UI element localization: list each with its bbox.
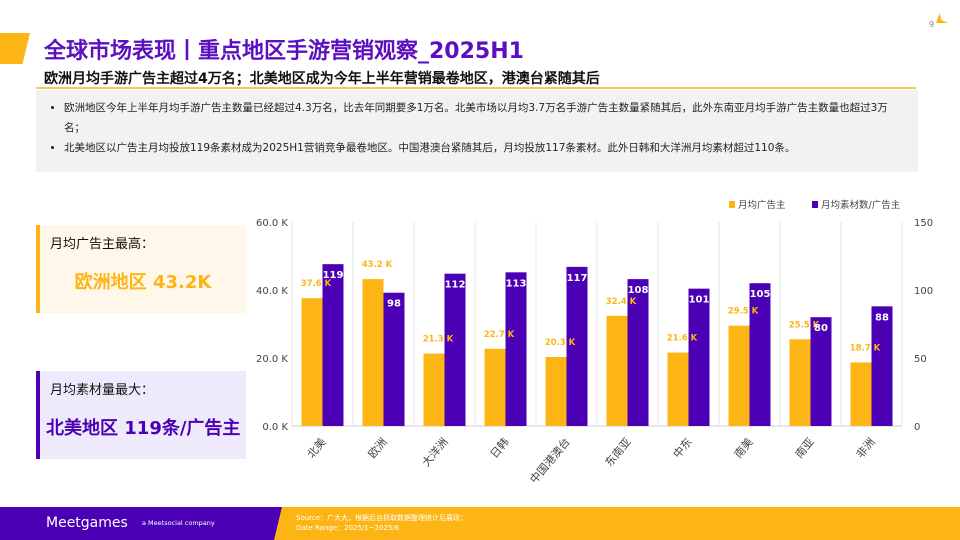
data-label-creatives: 80: [814, 323, 828, 334]
summary-bullets: 欧洲地区今年上半年月均手游广告主数量已经超过4.3万名，比去年同期要多1万名。北…: [36, 90, 918, 172]
x-tick-label: 大洋洲: [419, 435, 451, 469]
source-text: Source：广大大，根据后台抓取数据整理统计后展现；: [296, 514, 468, 522]
x-tick-label: 南美: [732, 436, 756, 461]
legend-swatch-advertisers: [729, 201, 735, 208]
bullet-item: 北美地区以广告主月均投放119条素材成为2025H1营销竞争最卷地区。中国港澳台…: [64, 138, 904, 158]
bar-advertisers: [667, 352, 689, 426]
y-right-tick: 0: [914, 422, 920, 433]
bar-advertisers: [728, 325, 750, 426]
bar-creatives: [322, 264, 344, 426]
bar-creatives: [444, 273, 466, 426]
bar-advertisers: [545, 356, 567, 426]
bar-creatives: [810, 317, 832, 426]
y-left-tick: 40.0 K: [256, 286, 288, 297]
data-label-advertisers: 37.6 K: [301, 279, 332, 289]
y-left-tick: 0.0 K: [262, 422, 288, 433]
x-tick-label: 欧洲: [366, 436, 390, 461]
source-block: Source：广大大，根据后台抓取数据整理统计后展现； Date Range：2…: [296, 513, 467, 533]
bar-creatives: [383, 292, 405, 426]
footer-source-panel: Source：广大大，根据后台抓取数据整理统计后展现； Date Range：2…: [274, 507, 960, 540]
meetgames-logo: Meetgames: [46, 515, 128, 531]
bar-creatives: [871, 306, 893, 426]
data-label-creatives: 105: [750, 289, 771, 300]
data-label-advertisers: 32.4 K: [606, 297, 637, 307]
card-value: 欧洲地区 43.2K: [74, 272, 212, 293]
bar-creatives: [688, 288, 710, 426]
legend-label: 月均广告主: [738, 199, 786, 211]
legend-label: 月均素材数/广告主: [821, 199, 900, 211]
x-tick-label: 北美: [305, 436, 329, 461]
data-label-creatives: 101: [689, 295, 710, 306]
x-tick-label: 东南亚: [603, 436, 634, 470]
bar-creatives: [627, 279, 649, 426]
x-tick-label: 非洲: [854, 436, 878, 461]
data-label-advertisers: 29.5 K: [728, 307, 759, 317]
subtitle-underline: [36, 87, 916, 89]
data-label-creatives: 112: [445, 280, 466, 291]
x-tick-label: 南亚: [793, 436, 817, 461]
data-label-advertisers: 21.6 K: [667, 334, 698, 344]
data-label-advertisers: 21.3 K: [423, 335, 454, 345]
page-title: 全球市场表现丨重点地区手游营销观察_2025H1: [44, 39, 524, 64]
bar-advertisers: [606, 315, 628, 426]
data-label-creatives: 113: [506, 278, 527, 289]
bullet-item: 欧洲地区今年上半年月均手游广告主数量已经超过4.3万名，比去年同期要多1万名。北…: [64, 98, 904, 138]
y-left-tick: 60.0 K: [256, 218, 288, 229]
y-right-tick: 100: [914, 286, 933, 297]
bar-creatives: [505, 272, 527, 426]
x-tick-label: 日韩: [487, 435, 512, 461]
y-right-tick: 150: [914, 218, 933, 229]
page-mark-icon: [936, 13, 948, 23]
logo-tagline: a Meetsocial company: [142, 519, 215, 527]
data-label-creatives: 88: [875, 312, 889, 323]
data-label-creatives: 108: [628, 285, 649, 296]
y-left-tick: 20.0 K: [256, 354, 288, 365]
data-label-advertisers: 25.5 K: [789, 320, 820, 330]
bar-advertisers: [484, 348, 506, 426]
data-label-creatives: 98: [387, 299, 401, 310]
card-value: 北美地区 119条/广告主: [46, 418, 241, 439]
bar-creatives: [566, 266, 588, 426]
x-tick-label: 中国港澳台: [527, 435, 573, 486]
data-label-advertisers: 43.2 K: [362, 260, 393, 270]
page-number: 9: [929, 20, 935, 29]
footer: Meetgames a Meetsocial company Source：广大…: [0, 507, 960, 540]
x-tick-label: 中东: [671, 436, 695, 461]
data-label-advertisers: 20.3 K: [545, 338, 576, 348]
bar-advertisers: [789, 339, 811, 426]
title-accent: [0, 33, 30, 64]
bar-creatives: [749, 283, 771, 426]
data-label-creatives: 117: [567, 273, 588, 284]
y-right-tick: 50: [914, 354, 927, 365]
legend-swatch-creatives: [812, 201, 818, 208]
bar-advertisers: [301, 298, 323, 426]
highlight-card-advertisers: 月均广告主最高： 欧洲地区 43.2K: [36, 225, 246, 313]
data-label-advertisers: 22.7 K: [484, 330, 515, 340]
data-label-advertisers: 18.7 K: [850, 343, 881, 353]
card-label: 月均广告主最高：: [50, 237, 155, 252]
bar-advertisers: [850, 362, 872, 426]
date-range: Date Range：2025/1~2025/6: [296, 524, 400, 532]
bar-advertisers: [362, 279, 384, 426]
card-label: 月均素材量最大：: [50, 383, 155, 398]
data-label-creatives: 119: [323, 270, 344, 281]
page-subtitle: 欧洲月均手游广告主超过4万名；北美地区成为今年上半年营销最卷地区，港澳台紧随其后: [44, 71, 600, 87]
highlight-card-creatives: 月均素材量最大： 北美地区 119条/广告主: [36, 371, 246, 459]
bar-advertisers: [423, 353, 445, 426]
